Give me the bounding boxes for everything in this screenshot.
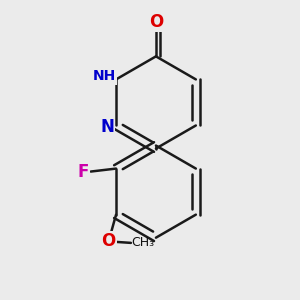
Text: O: O — [101, 232, 116, 250]
Text: O: O — [149, 13, 163, 31]
Text: F: F — [78, 163, 89, 181]
Text: N: N — [100, 118, 114, 136]
Text: NH: NH — [92, 69, 116, 83]
Text: CH₃: CH₃ — [131, 236, 154, 249]
